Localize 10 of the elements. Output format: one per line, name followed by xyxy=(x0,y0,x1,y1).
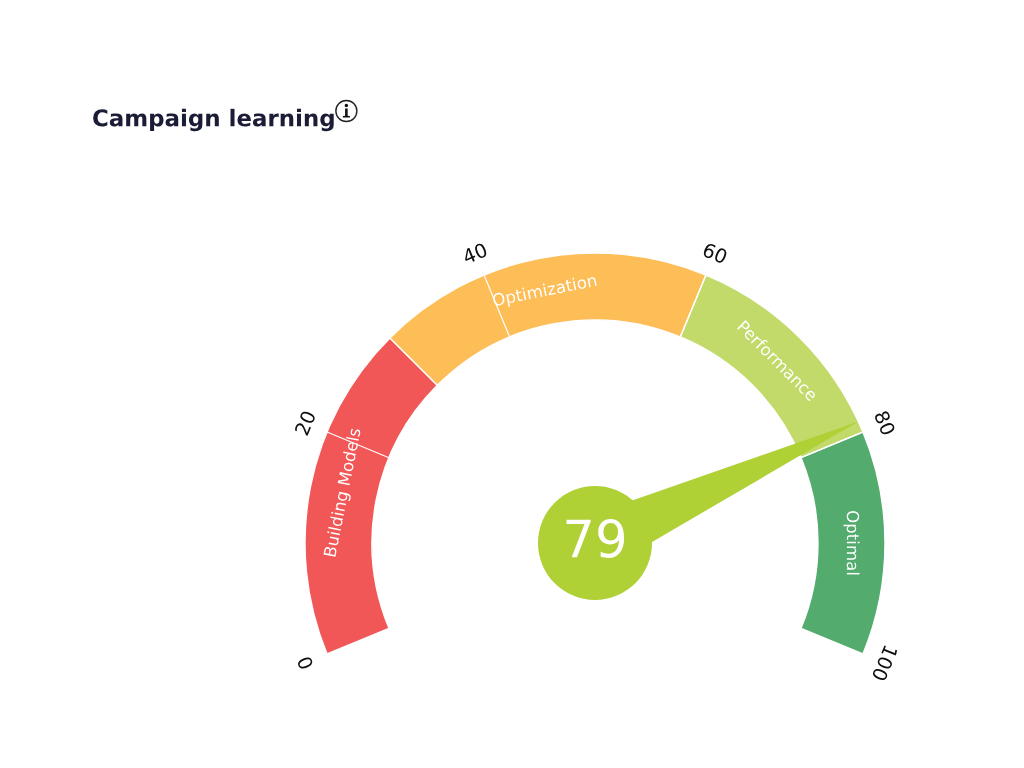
text: 0 xyxy=(296,655,314,671)
text: 60 xyxy=(702,242,729,265)
text: 80 xyxy=(873,409,896,436)
text: 79 xyxy=(566,519,625,558)
text: 100 xyxy=(871,645,898,682)
text: 20 xyxy=(294,409,317,436)
slice-label: Building Models xyxy=(323,427,365,558)
text: 40 xyxy=(461,242,488,265)
chart-title: Campaign learning xyxy=(93,108,334,132)
slice-label: Optimal xyxy=(843,510,860,575)
